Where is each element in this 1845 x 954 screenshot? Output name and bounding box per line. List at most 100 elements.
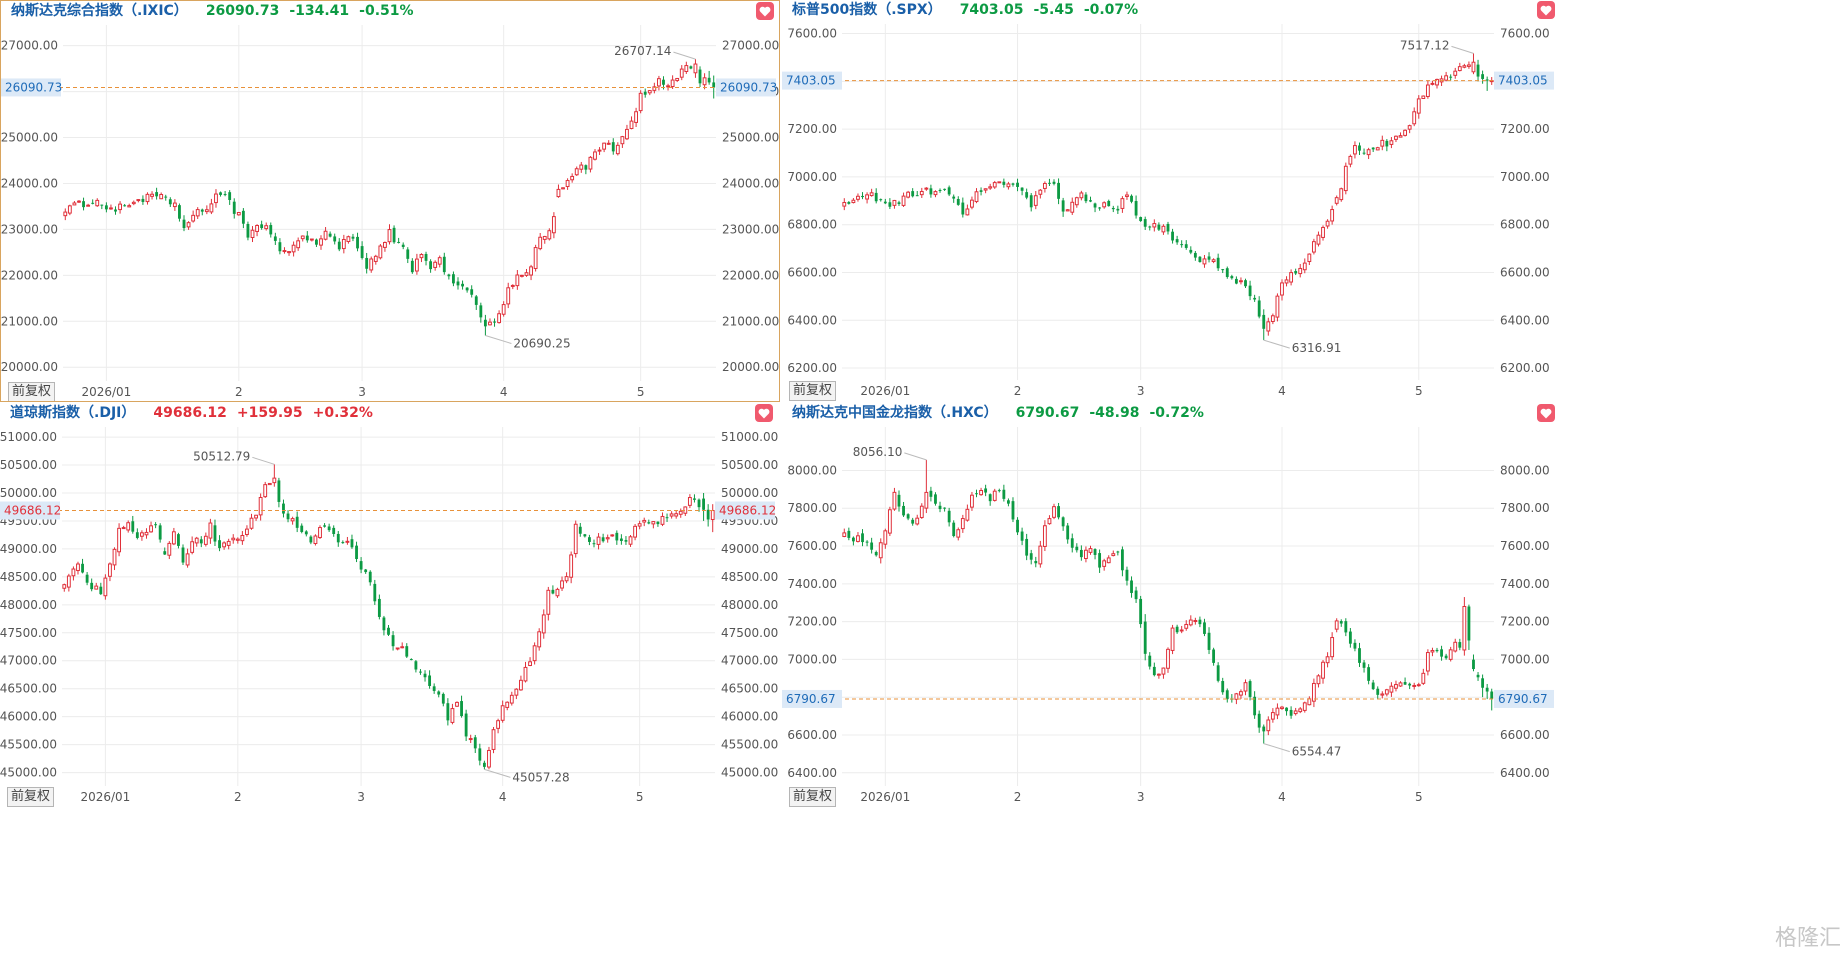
index-name[interactable]: 标普500指数（.SPX）	[792, 2, 942, 18]
y-tick-label-left: 27000.00	[1, 39, 58, 53]
candle	[1325, 652, 1330, 668]
candle	[1107, 199, 1111, 207]
candle	[300, 235, 305, 242]
last-price-tag-left: 7403.05	[782, 71, 842, 90]
candle	[1375, 146, 1380, 151]
candle	[1344, 618, 1348, 637]
adjust-mode-button[interactable]: 前复权	[789, 381, 837, 401]
candle	[938, 188, 942, 193]
candle	[1184, 620, 1189, 631]
index-name[interactable]: 纳斯达克综合指数（.IXIC）	[11, 3, 188, 19]
favorite-button[interactable]	[1537, 404, 1555, 422]
candle	[1038, 189, 1043, 199]
candle	[295, 511, 299, 533]
candle	[72, 201, 77, 206]
candle	[1221, 268, 1225, 274]
y-tick-label-right: 6600.00	[1500, 728, 1550, 742]
candle	[337, 238, 341, 252]
candle	[1052, 503, 1056, 520]
y-tick-label-left: 7000.00	[787, 652, 837, 666]
candle	[488, 318, 492, 326]
candle	[874, 550, 878, 557]
index-name[interactable]: 道琼斯指数（.DJI）	[10, 405, 136, 421]
y-tick-label-right: 8000.00	[1500, 463, 1550, 477]
candle	[1025, 188, 1029, 200]
chart-panel[interactable]: 纳斯达克中国金龙指数（.HXC） 6790.67 -48.98 -0.72% 6400.…	[782, 403, 1564, 808]
candle	[633, 523, 638, 541]
candle	[429, 259, 433, 273]
candle	[1262, 724, 1266, 744]
candle	[637, 520, 642, 530]
favorite-button[interactable]	[756, 2, 774, 20]
candle	[204, 205, 209, 215]
candle	[1175, 235, 1179, 245]
candle	[145, 192, 150, 205]
candle	[1311, 678, 1316, 708]
svg-text:7403.05: 7403.05	[786, 74, 836, 88]
adjust-mode-button[interactable]: 前复权	[789, 787, 837, 807]
candle	[1084, 546, 1088, 563]
candle	[1358, 142, 1361, 156]
candle	[532, 642, 537, 665]
quote-values: 49686.12 +159.95 +0.32%	[153, 405, 383, 421]
candle	[1216, 662, 1220, 683]
y-tick-label-left: 8000.00	[787, 463, 837, 477]
candle	[470, 285, 474, 298]
candle	[300, 523, 304, 534]
candle	[1057, 178, 1060, 205]
favorite-button[interactable]	[755, 404, 773, 422]
candle	[1193, 617, 1198, 625]
adjust-mode-button[interactable]: 前复权	[7, 787, 55, 807]
candle	[952, 194, 956, 203]
candlestick-chart[interactable]: 45000.00 45000.00 45500.00 45500.00 46000.00…	[0, 403, 780, 808]
y-tick-label-right: 6200.00	[1500, 361, 1550, 375]
index-name[interactable]: 纳斯达克中国金龙指数（.HXC）	[792, 405, 998, 421]
candle	[1421, 95, 1426, 100]
y-tick-label-left: 6200.00	[787, 361, 837, 375]
candle	[851, 198, 856, 204]
candle	[433, 260, 438, 271]
candle	[974, 188, 979, 204]
candle	[938, 501, 942, 513]
candle	[474, 295, 478, 310]
candle	[158, 523, 162, 543]
candle	[1394, 135, 1398, 143]
candle	[199, 536, 203, 548]
candle	[62, 583, 67, 592]
chart-panel[interactable]: 纳斯达克综合指数（.IXIC） 26090.73 -134.41 -0.51% 2000…	[0, 0, 780, 402]
low-label: 20690.25	[513, 337, 570, 351]
candle	[1234, 276, 1238, 285]
candle	[1294, 268, 1298, 276]
candle	[150, 191, 154, 200]
candle	[1070, 533, 1074, 553]
candlestick-chart[interactable]: 6400.006400.006600.006600.006800.006800.…	[782, 403, 1564, 808]
candle	[856, 532, 860, 543]
candle	[929, 184, 933, 198]
candle	[1243, 679, 1248, 696]
candle	[961, 197, 965, 218]
candle	[856, 193, 860, 202]
candle	[979, 187, 983, 196]
last-price: 6790.67	[1015, 405, 1080, 421]
candle	[588, 156, 593, 173]
candlestick-chart[interactable]: 20000.00 20000.00 21000.00 21000.00 22000.00…	[1, 1, 780, 402]
candle	[1188, 615, 1193, 627]
chart-panel[interactable]: 道琼斯指数（.DJI） 49686.12 +159.95 +0.32% 45000.00…	[0, 403, 780, 808]
candlestick-chart[interactable]: 6200.00 6200.00 6400.00 6400.00 6600.00 6600.…	[782, 0, 1564, 402]
candle	[1380, 691, 1385, 699]
candle	[341, 234, 346, 254]
candle	[424, 251, 428, 266]
chart-panel[interactable]: 标普500指数（.SPX） 7403.05 -5.45 -0.07% 6200.00 62…	[782, 0, 1564, 402]
candle	[446, 698, 450, 726]
adjust-mode-button[interactable]: 前复权	[8, 382, 56, 401]
candle	[136, 199, 141, 203]
high-leader	[1451, 45, 1474, 54]
favorite-button[interactable]	[1537, 1, 1555, 19]
candle	[267, 482, 272, 486]
heart-icon	[1540, 408, 1552, 418]
candle	[1353, 639, 1357, 652]
x-tick-label: 2	[1014, 790, 1022, 804]
candle	[947, 185, 951, 197]
candle	[1330, 632, 1335, 660]
svg-text:6790.67: 6790.67	[786, 692, 836, 706]
